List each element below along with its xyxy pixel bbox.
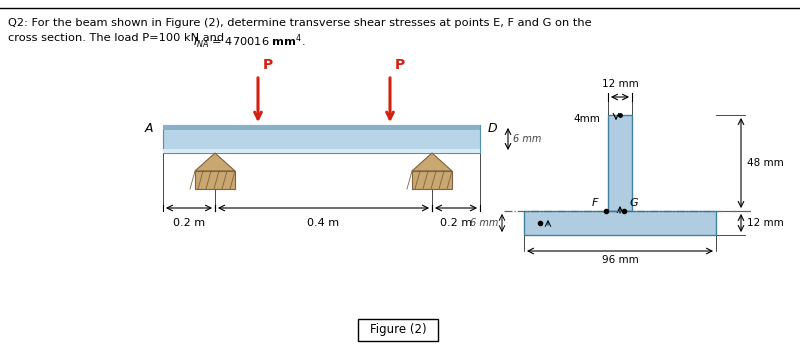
Text: 4mm: 4mm: [573, 114, 600, 124]
Bar: [412, 171, 452, 189]
Text: $I_{NA}$ = 470016 $\mathbf{mm}^4$.: $I_{NA}$ = 470016 $\mathbf{mm}^4$.: [193, 33, 306, 51]
Bar: [608, 115, 632, 211]
Polygon shape: [412, 153, 452, 171]
Text: 96 mm: 96 mm: [602, 255, 638, 265]
Polygon shape: [195, 153, 235, 171]
Bar: [358, 319, 438, 341]
Bar: [163, 125, 480, 130]
Bar: [163, 125, 480, 153]
Text: P: P: [395, 58, 406, 72]
Text: Figure (2): Figure (2): [370, 324, 426, 336]
Text: G: G: [629, 198, 638, 208]
Text: 6 mm: 6 mm: [470, 218, 498, 228]
Bar: [524, 211, 716, 235]
Text: 0.2 m: 0.2 m: [173, 218, 205, 228]
Text: 6 mm: 6 mm: [513, 134, 542, 144]
Text: Q2: For the beam shown in Figure (2), determine transverse shear stresses at poi: Q2: For the beam shown in Figure (2), de…: [8, 18, 592, 28]
Text: B: B: [220, 171, 229, 184]
Text: 12 mm: 12 mm: [602, 79, 638, 89]
Text: F: F: [592, 198, 598, 208]
Text: 0.4 m: 0.4 m: [307, 218, 339, 228]
Text: 48 mm: 48 mm: [747, 158, 784, 168]
Text: 0.2 m: 0.2 m: [440, 218, 472, 228]
Bar: [195, 171, 235, 189]
Text: A: A: [145, 122, 153, 136]
Text: 12 mm: 12 mm: [747, 218, 784, 228]
Bar: [163, 149, 480, 153]
Text: D: D: [488, 122, 498, 136]
Text: C: C: [436, 171, 445, 184]
Text: P: P: [263, 58, 274, 72]
Text: cross section. The load P=100 kN and: cross section. The load P=100 kN and: [8, 33, 228, 43]
